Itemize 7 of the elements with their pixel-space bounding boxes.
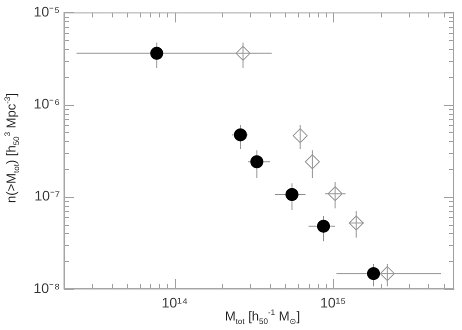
y-tick-label: 10⁻⁵ xyxy=(34,3,60,20)
y-tick-label: 10⁻⁸ xyxy=(34,280,60,296)
x-tick-label: 10¹⁵ xyxy=(320,294,346,310)
x-axis-title: M$_{tot}$ [h$_{50}$$^{-1}$ M$_{⊙}$] xyxy=(224,308,300,326)
y-tick-label: 10⁻⁷ xyxy=(34,188,60,204)
x-tick-label: 10¹⁴ xyxy=(162,294,188,310)
y-tick-label: 10⁻⁶ xyxy=(34,95,60,112)
